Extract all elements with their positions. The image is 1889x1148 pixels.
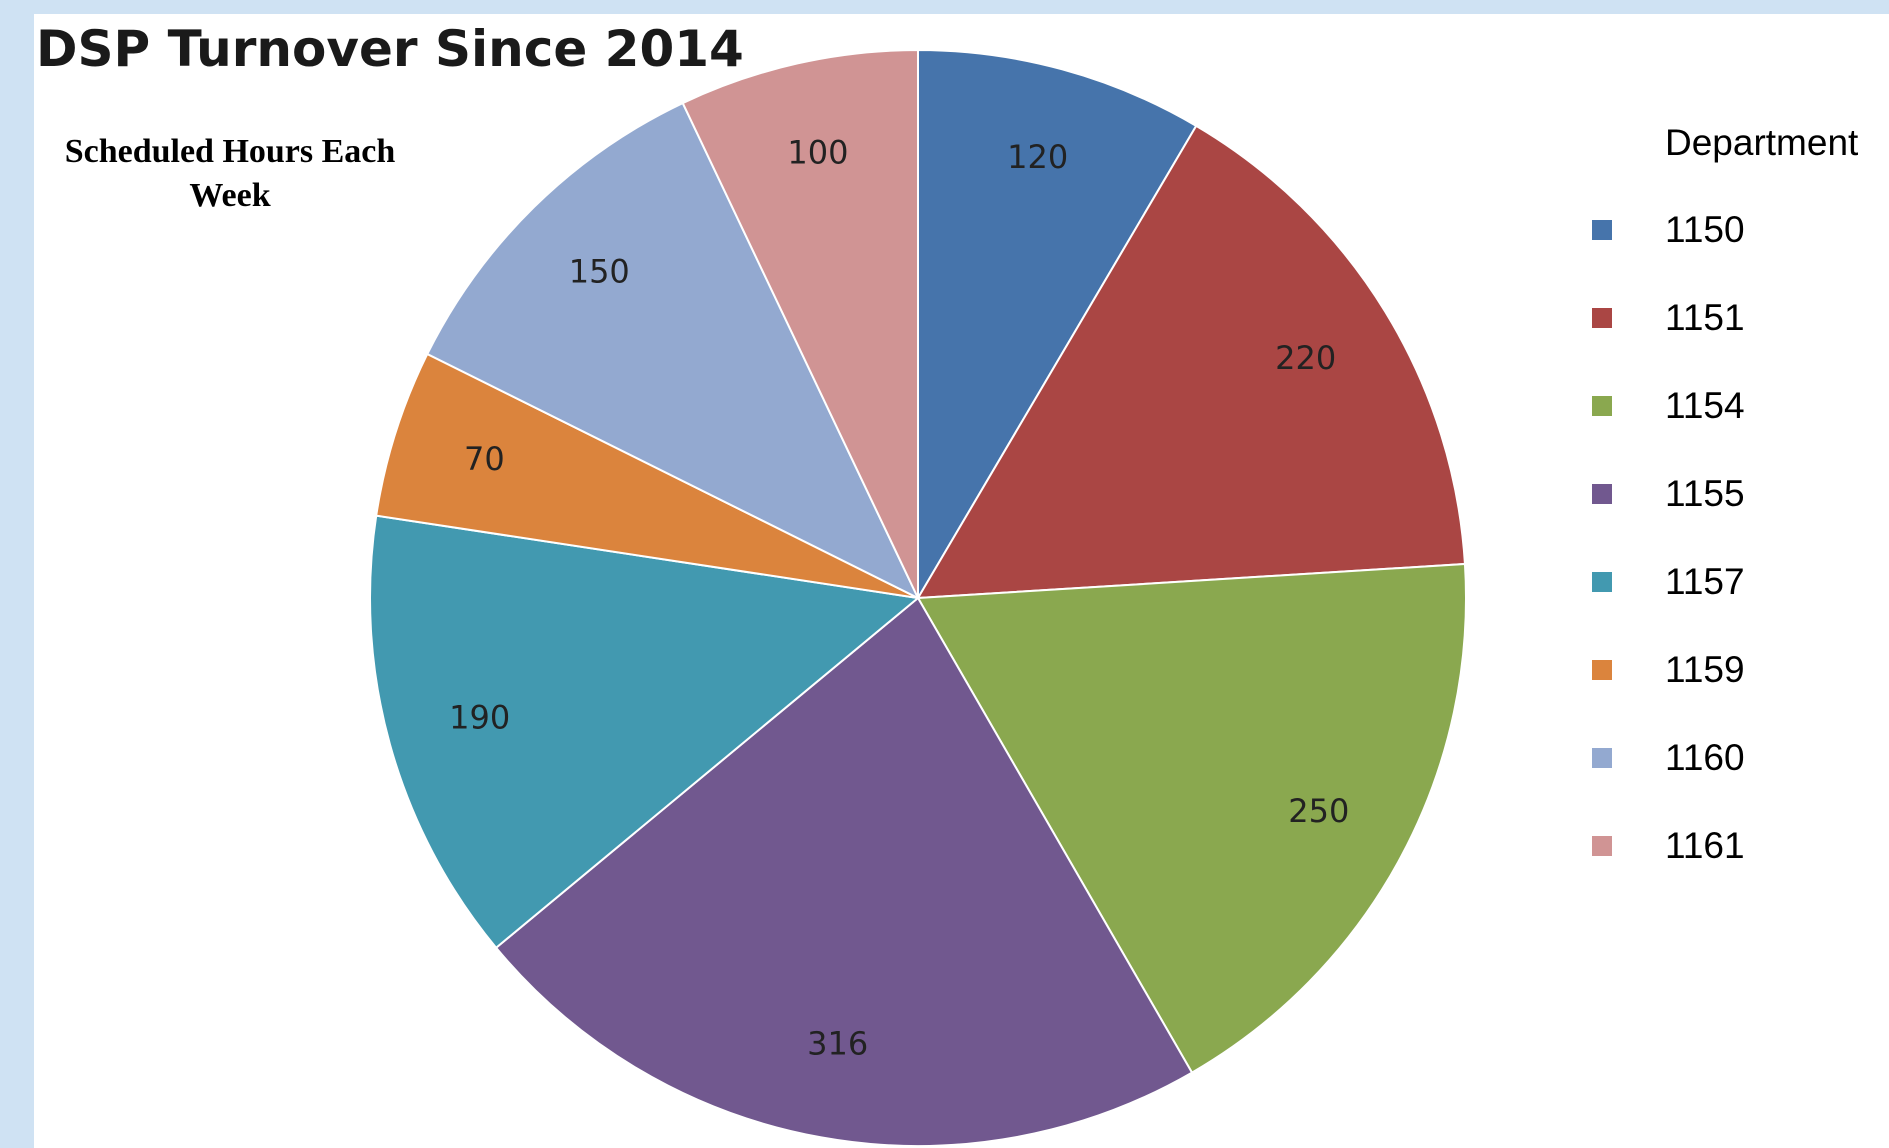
chart-title: DSP Turnover Since 2014 <box>36 20 744 78</box>
legend-item-1154: 1154 <box>1592 385 1745 426</box>
legend-swatch <box>1592 748 1612 768</box>
pie-slice-1154 <box>916 562 1467 1074</box>
legend-label: 1154 <box>1665 385 1745 426</box>
data-label-1150: 120 <box>1007 138 1068 176</box>
pie-slice-1160 <box>425 101 921 601</box>
legend-item-1150: 1150 <box>1592 209 1745 250</box>
legend-label: 1161 <box>1665 825 1745 866</box>
data-label-1155: 316 <box>807 1025 868 1063</box>
legend-swatch <box>1592 836 1612 856</box>
pie-slice-1155 <box>494 596 1194 1147</box>
legend-label: 1159 <box>1665 649 1745 690</box>
pie-slice-1150 <box>917 48 1198 602</box>
legend-swatch <box>1592 220 1612 240</box>
chart-subtitle: Scheduled Hours Each Week <box>64 133 396 214</box>
legend-swatch <box>1592 484 1612 504</box>
legend-item-1160: 1160 <box>1592 737 1745 778</box>
pie-slice-1161 <box>681 48 919 599</box>
legend-item-1151: 1151 <box>1592 297 1745 338</box>
legend-label: 1160 <box>1665 737 1745 778</box>
data-label-1160: 150 <box>569 253 630 291</box>
legend-swatch <box>1592 660 1612 680</box>
legend-swatch <box>1592 572 1612 592</box>
data-label-1154: 250 <box>1288 792 1349 830</box>
legend-label: 1155 <box>1665 473 1745 514</box>
legend-label: 1157 <box>1665 561 1745 602</box>
legend-item-1155: 1155 <box>1592 473 1745 514</box>
legend-title: Department <box>1665 122 1859 163</box>
legend-swatch <box>1592 396 1612 416</box>
legend-item-1157: 1157 <box>1592 561 1745 602</box>
legend-item-1161: 1161 <box>1592 825 1745 866</box>
pie-slice-1157 <box>369 514 921 950</box>
data-label-1151: 220 <box>1275 339 1336 377</box>
legend-item-1159: 1159 <box>1592 649 1745 690</box>
data-label-1161: 100 <box>787 133 848 171</box>
data-label-1159: 70 <box>464 440 505 478</box>
legend-label: 1150 <box>1665 209 1745 250</box>
legend-label: 1151 <box>1665 297 1745 338</box>
pie-slice-1159 <box>375 352 919 599</box>
pie-slice-1151 <box>916 124 1467 600</box>
legend-swatch <box>1592 308 1612 328</box>
data-label-1157: 190 <box>449 699 510 737</box>
